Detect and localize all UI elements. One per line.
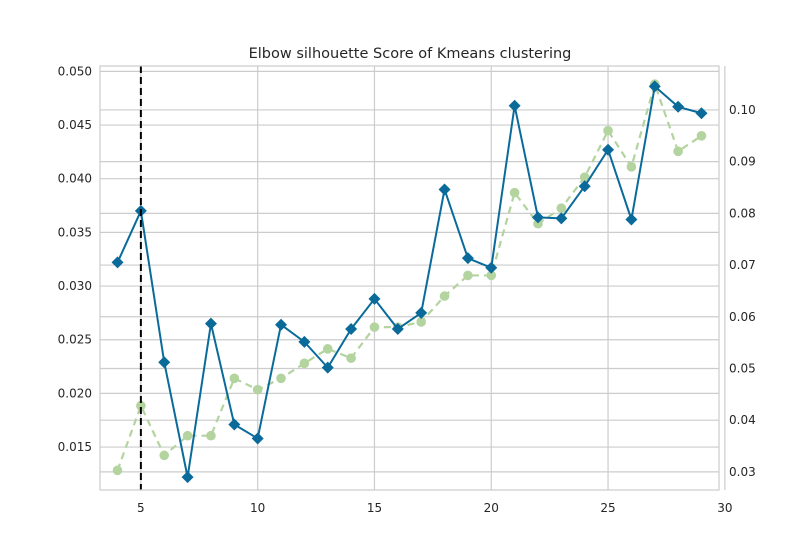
data-point-circle — [276, 373, 286, 384]
data-point-diamond — [508, 99, 521, 112]
axes: 5 10 15 20 25 30 0.015 0.020 0.025 0.030 0.035 0.04… — [58, 64, 756, 515]
series-layer — [111, 66, 708, 490]
data-point-circle — [463, 270, 473, 281]
x-tick-label: 20 — [484, 501, 499, 515]
data-point-diamond — [555, 212, 568, 225]
data-point-circle — [322, 344, 333, 354]
data-point-diamond — [578, 180, 591, 193]
data-point-circle — [626, 162, 637, 172]
grid — [100, 66, 726, 490]
data-point-circle — [556, 203, 567, 213]
y2-tick-label: 0.05 — [729, 361, 756, 375]
data-point-diamond — [345, 322, 358, 335]
series-right-line — [116, 82, 703, 471]
data-point-diamond — [625, 213, 638, 226]
plot-frame — [99, 65, 720, 491]
data-point-diamond — [531, 211, 544, 224]
y-tick-label: 0.050 — [58, 64, 92, 78]
y2-tick-label: 0.07 — [729, 258, 756, 272]
data-point-circle — [206, 430, 216, 441]
data-point-diamond — [298, 335, 311, 348]
data-point-diamond — [461, 252, 474, 265]
y2-tick-label: 0.06 — [729, 310, 756, 324]
y2-tick-label: 0.10 — [729, 103, 756, 117]
data-point-circle — [346, 353, 356, 363]
y2-tick-label: 0.04 — [729, 413, 756, 427]
y2-tick-label: 0.08 — [729, 206, 756, 220]
data-point-diamond — [672, 100, 685, 113]
data-point-diamond — [648, 80, 661, 93]
series-right — [112, 79, 707, 476]
y-tick-label: 0.025 — [58, 333, 92, 347]
x-tick-label: 25 — [600, 501, 615, 515]
data-point-diamond — [602, 143, 615, 156]
data-point-circle — [439, 291, 450, 301]
data-point-diamond — [485, 261, 498, 274]
data-point-diamond — [368, 292, 381, 305]
data-point-circle — [159, 450, 170, 461]
data-point-diamond — [391, 322, 404, 335]
data-point-circle — [579, 172, 590, 182]
chart-title: Elbow silhouette Score of Kmeans cluster… — [249, 46, 572, 62]
y-tick-label: 0.015 — [58, 440, 92, 454]
data-point-circle — [299, 358, 310, 369]
y-tick-label: 0.020 — [58, 386, 92, 400]
data-point-circle — [696, 131, 707, 141]
x-tick-label: 5 — [137, 501, 145, 515]
data-point-diamond — [204, 317, 217, 330]
y-tick-label: 0.040 — [58, 172, 92, 186]
data-point-diamond — [228, 418, 241, 431]
data-point-diamond — [321, 361, 334, 374]
data-point-diamond — [181, 471, 194, 484]
data-point-circle — [486, 270, 497, 281]
y-tick-label: 0.045 — [58, 118, 92, 132]
data-point-circle — [182, 430, 193, 441]
data-point-diamond — [695, 107, 708, 120]
x-tick-label: 15 — [367, 501, 382, 515]
x-tick-label: 10 — [250, 501, 265, 515]
data-point-circle — [509, 187, 520, 198]
series-left-line — [116, 85, 702, 479]
data-point-circle — [673, 146, 683, 157]
data-point-circle — [229, 373, 240, 384]
y-tick-label: 0.030 — [58, 279, 92, 293]
data-point-diamond — [438, 183, 451, 196]
data-point-diamond — [251, 432, 264, 445]
data-point-diamond — [158, 356, 171, 369]
data-point-circle — [416, 317, 426, 327]
data-point-circle — [136, 400, 146, 411]
y2-tick-label: 0.09 — [729, 155, 756, 169]
data-point-diamond — [415, 306, 428, 319]
y2-tick-label: 0.03 — [729, 465, 756, 479]
x-tick-label: 30 — [717, 501, 732, 515]
series-left — [111, 80, 708, 484]
data-point-circle — [112, 465, 123, 476]
data-point-circle — [252, 384, 263, 395]
data-point-diamond — [111, 256, 124, 269]
data-point-circle — [603, 125, 613, 136]
y-tick-label: 0.035 — [58, 225, 92, 239]
data-point-circle — [369, 322, 380, 332]
data-point-circle — [533, 218, 543, 229]
data-point-diamond — [275, 318, 288, 331]
